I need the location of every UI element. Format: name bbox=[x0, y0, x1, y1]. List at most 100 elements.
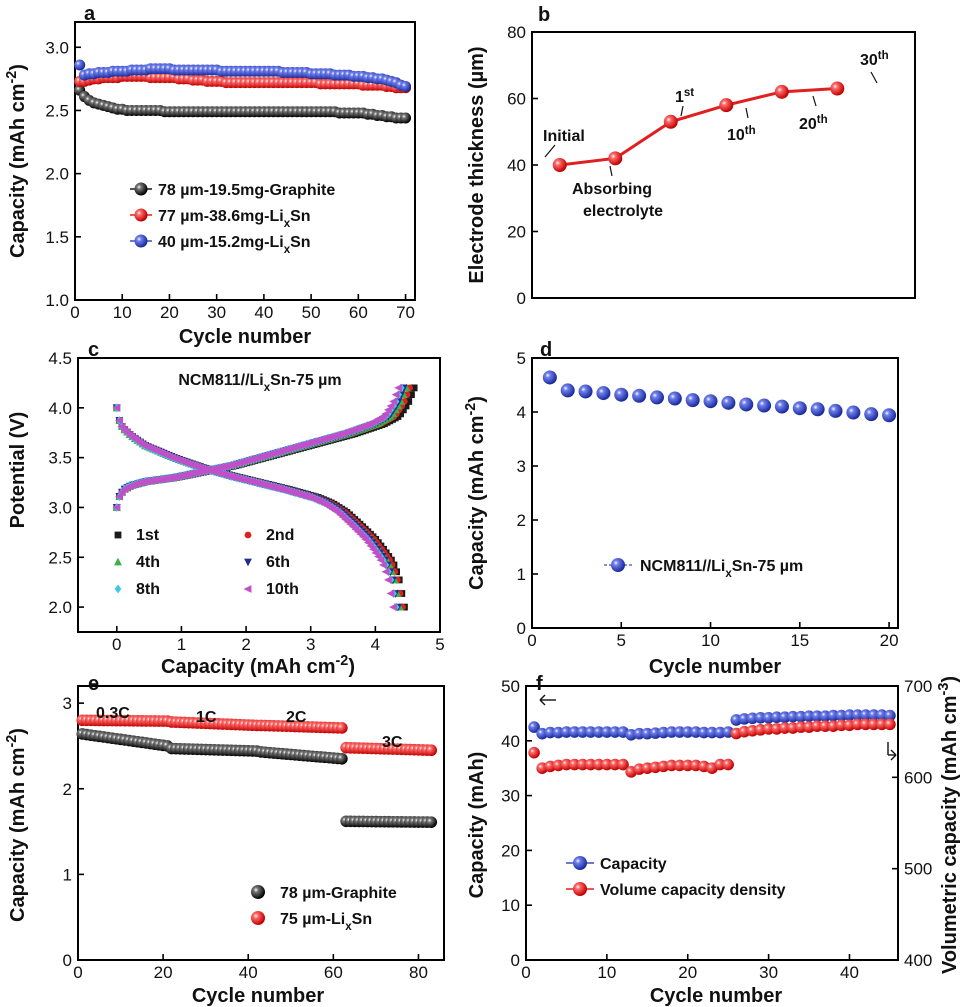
legend-label: 1st bbox=[136, 527, 160, 544]
data-point bbox=[601, 726, 613, 738]
data-point bbox=[843, 709, 856, 721]
data-point bbox=[400, 112, 412, 124]
curve-marker bbox=[408, 391, 415, 399]
x-tick-label: 4 bbox=[371, 635, 380, 654]
data-point bbox=[828, 403, 843, 418]
data-point bbox=[552, 158, 567, 172]
data-point bbox=[578, 384, 593, 399]
x-tick-label: 10 bbox=[113, 303, 132, 322]
curve-marker bbox=[402, 402, 410, 410]
curve-marker bbox=[114, 531, 122, 539]
data-point bbox=[859, 718, 872, 731]
data-point bbox=[810, 402, 825, 417]
legend-label: 40 µm-15.2mg-LixSn bbox=[158, 234, 311, 256]
x-axis-label: Cycle number bbox=[192, 985, 324, 1007]
data-point bbox=[425, 744, 438, 757]
y2-tick-label: 600 bbox=[904, 768, 932, 787]
panel-e-frame bbox=[77, 685, 445, 961]
curve-marker bbox=[376, 556, 385, 564]
curve-marker bbox=[389, 603, 397, 611]
data-point bbox=[774, 84, 789, 99]
data-point bbox=[673, 759, 686, 772]
curve-2nd bbox=[113, 384, 414, 611]
legend-label: Volume capacity density bbox=[600, 882, 786, 899]
curve-marker bbox=[373, 552, 382, 561]
data-point bbox=[739, 397, 754, 412]
data-point bbox=[542, 370, 557, 385]
y-tick-label: 0 bbox=[63, 951, 72, 970]
panel-b: 0 20 40 60 80 b Electrode thickness (µm) Initia… bbox=[466, 4, 916, 308]
data-point bbox=[851, 718, 864, 731]
rate-label: 3C bbox=[382, 734, 403, 751]
data-point bbox=[673, 726, 686, 738]
y-tick-label: 2 bbox=[517, 511, 526, 530]
right-axis-arrow bbox=[890, 754, 897, 761]
data-point bbox=[754, 711, 767, 724]
curve-8th bbox=[113, 383, 405, 612]
data-point bbox=[617, 758, 629, 771]
data-point bbox=[884, 709, 896, 722]
y-tick-label: 3 bbox=[63, 694, 72, 713]
legend-label: 75 µm-LixSn bbox=[280, 911, 372, 933]
curve-marker bbox=[397, 410, 405, 418]
left-axis-arrow bbox=[539, 699, 546, 706]
data-point bbox=[596, 386, 611, 401]
x-tick-label: 60 bbox=[324, 963, 343, 982]
x-axis-label: Cycle number bbox=[179, 326, 311, 348]
thickness-line bbox=[559, 87, 838, 167]
y-axis-label: Potential (V) bbox=[7, 412, 29, 529]
x-tick-label: 10 bbox=[701, 631, 720, 650]
legend-a: 78 µm-19.5mg-Graphite 77 µm-38.6mg-LixSn 4… bbox=[130, 182, 335, 256]
x-tick-label: 30 bbox=[207, 303, 226, 322]
data-point bbox=[811, 710, 823, 722]
x-tick-label: 5 bbox=[435, 635, 444, 654]
legend-f: Capacity Volume capacity density bbox=[566, 856, 786, 899]
data-point bbox=[528, 721, 540, 733]
x-tick-label: 0 bbox=[112, 635, 121, 654]
y-tick-label: 3 bbox=[517, 457, 526, 476]
chart-title: NCM811//LixSn-75 µm bbox=[178, 372, 341, 394]
x-tick-label: 20 bbox=[154, 963, 173, 982]
curve-marker bbox=[244, 531, 252, 539]
annotations-b: Initial Absorbing electrolyte 1st 10th 20th 30… bbox=[543, 50, 889, 220]
curve-marker bbox=[244, 558, 252, 567]
y-tick-label: 0 bbox=[511, 951, 520, 970]
y-tick-label: 2 bbox=[63, 780, 72, 799]
panel-a-frame bbox=[74, 21, 416, 301]
data-point bbox=[568, 726, 581, 738]
right-axis-arrow bbox=[890, 749, 897, 756]
data-point bbox=[698, 726, 710, 739]
data-point bbox=[811, 720, 823, 732]
y-tick-label: 30 bbox=[501, 787, 520, 806]
x-tick-label: 2 bbox=[241, 635, 250, 654]
curve-marker bbox=[112, 403, 121, 412]
curve-marker bbox=[389, 397, 397, 406]
y-tick-label: 1.0 bbox=[45, 291, 69, 310]
annotation-arrow bbox=[812, 95, 817, 107]
data-point bbox=[867, 709, 880, 721]
y-tick-label: 4.5 bbox=[48, 349, 72, 368]
data-point bbox=[714, 758, 726, 771]
point-label: 20th bbox=[799, 114, 828, 133]
curve-marker bbox=[383, 406, 392, 414]
data-point bbox=[803, 710, 815, 722]
data-point bbox=[681, 726, 694, 738]
x-tick-label: 0 bbox=[527, 631, 536, 650]
panel-e-letter: e bbox=[88, 673, 99, 695]
legend-label: 6th bbox=[266, 554, 290, 571]
legend-label: NCM811//LixSn-75 µm bbox=[640, 558, 803, 580]
point-label: Initial bbox=[543, 128, 585, 145]
legend-label: 77 µm-38.6mg-LixSn bbox=[158, 208, 311, 230]
y2-tick-label: 400 bbox=[904, 951, 932, 970]
y-tick-label: 2.0 bbox=[48, 598, 72, 617]
legend-d: NCM811//LixSn-75 µm bbox=[604, 558, 803, 580]
curve-marker bbox=[394, 383, 403, 392]
curve-marker bbox=[378, 561, 387, 569]
rate-label: 2C bbox=[286, 709, 307, 726]
y-tick-label: 20 bbox=[507, 223, 526, 242]
data-point bbox=[74, 59, 86, 71]
rate-label: 1C bbox=[196, 709, 217, 726]
rate-label: 0.3C bbox=[96, 705, 130, 722]
curve-10th bbox=[112, 383, 403, 611]
x-tick-label: 20 bbox=[678, 963, 697, 982]
